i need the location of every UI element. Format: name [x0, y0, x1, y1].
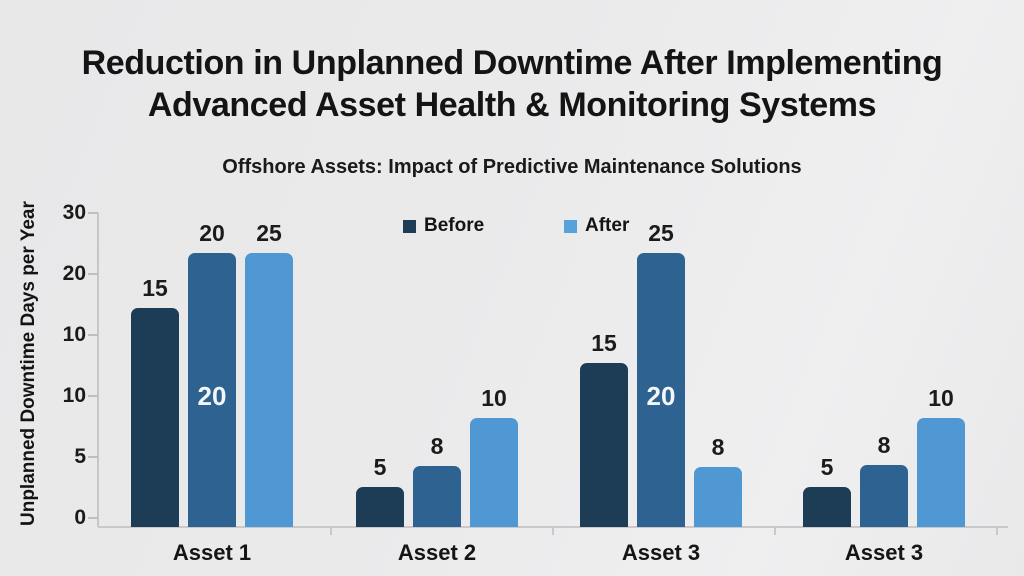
y-tick-mark [88, 212, 98, 214]
y-tick-label: 10 [62, 323, 86, 346]
x-axis-line [98, 526, 1008, 528]
bar-value-label: 20 [199, 220, 225, 246]
bar-before-asset-2 [356, 487, 404, 527]
bar-inside-value-label: 20 [197, 381, 227, 411]
bar-middle-asset-3: 20 [637, 253, 685, 527]
y-tick-mark [88, 273, 98, 275]
legend-item-after: After [564, 214, 629, 238]
bar-after-asset-1 [245, 253, 293, 527]
x-tick-mark [330, 528, 332, 535]
bar-value-label: 15 [142, 275, 168, 301]
bar-after-asset-3 [917, 418, 965, 527]
bar-before-asset-3 [580, 363, 628, 527]
legend-item-before: Before [403, 214, 484, 238]
bar-before-asset-1 [131, 308, 179, 527]
x-tick-mark [774, 528, 776, 535]
bar-value-label: 10 [481, 385, 507, 411]
y-axis-title: Unplanned Downtime Days per Year [18, 201, 39, 527]
bar-value-label: 5 [373, 454, 387, 480]
y-tick-mark [88, 395, 98, 397]
y-tick-label: 20 [62, 262, 86, 285]
bar-after-asset-3 [694, 467, 742, 527]
x-tick-mark [552, 528, 554, 535]
bar-value-label: 10 [928, 385, 954, 411]
legend-swatch-after [564, 219, 577, 233]
bar-value-label: 25 [648, 220, 674, 246]
bar-middle-asset-1: 20 [188, 253, 236, 527]
legend-swatch-before [403, 219, 416, 233]
legend-label: After [585, 215, 630, 236]
bar-value-label: 25 [256, 220, 282, 246]
chart-subtitle: Offshore Assets: Impact of Predictive Ma… [222, 156, 802, 178]
y-axis-line [97, 213, 99, 527]
x-category-label: Asset 3 [621, 540, 701, 565]
y-tick-mark [88, 517, 98, 519]
bar-value-label: 5 [820, 454, 834, 480]
y-tick-mark [88, 456, 98, 458]
bar-value-label: 15 [591, 330, 617, 356]
x-category-label: Asset 2 [397, 540, 477, 565]
bar-middle-asset-3 [860, 465, 908, 527]
y-tick-label: 5 [74, 445, 86, 468]
chart-title: Reduction in Unplanned Downtime After Im… [81, 44, 943, 124]
y-tick-label: 30 [62, 201, 86, 224]
bar-value-label: 8 [877, 432, 891, 458]
legend-label: Before [424, 215, 485, 236]
bar-inside-value-label: 20 [646, 381, 676, 411]
x-tick-mark [996, 528, 998, 535]
bar-before-asset-3 [803, 487, 851, 527]
y-tick-label: 10 [62, 384, 86, 407]
bar-middle-asset-2 [413, 466, 461, 527]
y-tick-label: 0 [74, 506, 86, 529]
x-category-label: Asset 3 [844, 540, 924, 565]
y-tick-mark [88, 334, 98, 336]
bar-value-label: 8 [711, 434, 725, 460]
x-category-label: Asset 1 [172, 540, 252, 565]
bar-after-asset-2 [470, 418, 518, 527]
bar-value-label: 8 [430, 433, 444, 459]
